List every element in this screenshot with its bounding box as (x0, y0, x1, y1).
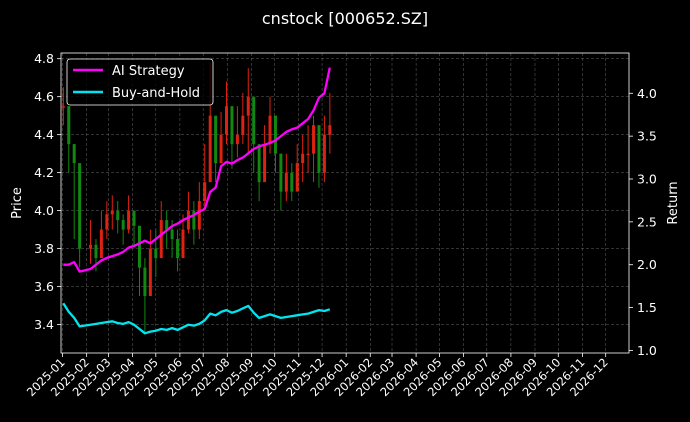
candle-body (322, 134, 326, 173)
candle-body (235, 134, 239, 145)
candle-body (143, 267, 147, 297)
candle-body (67, 106, 71, 145)
candle-body (268, 115, 272, 145)
candle-body (219, 134, 223, 164)
y-right-tick-label: 2.0 (637, 257, 657, 272)
candle-body (301, 153, 305, 164)
candle-body (105, 214, 109, 230)
y-axis-left: 3.4 3.6 3.8 4.0 4.2 4.4 4.6 4.8 (34, 51, 61, 332)
candle-body (203, 182, 207, 202)
legend-label-ai-strategy: AI Strategy (112, 64, 185, 79)
y-axis-right: 1.0 1.5 2.0 2.5 3.0 3.5 4.0 (629, 86, 657, 358)
candle-body (306, 153, 310, 156)
candle-body (197, 201, 201, 230)
candle-body (295, 163, 299, 192)
y-left-tick-label: 4.0 (34, 203, 54, 218)
chart-title: cnstock [000652.SZ] (262, 9, 428, 28)
series-line-ai-strategy (63, 67, 331, 273)
candle-body (94, 244, 98, 259)
candle-body (257, 144, 261, 183)
candle-body (137, 225, 141, 268)
y-axis-left-label: Price (10, 187, 25, 219)
candle-body (225, 106, 229, 135)
candle-body (176, 239, 180, 259)
candle-body (61, 106, 65, 108)
candle-body (312, 125, 316, 154)
candle-body (127, 210, 131, 230)
legend: AI Strategy Buy-and-Hold (66, 58, 214, 106)
y-axis-right-label: Return (666, 181, 681, 224)
candle-body (214, 115, 218, 164)
candle-body (148, 248, 152, 297)
candle-body (165, 220, 169, 230)
candle-body (317, 125, 321, 173)
candle-body (263, 144, 267, 183)
legend-box (66, 58, 214, 106)
y-right-tick-label: 2.5 (637, 214, 657, 229)
candle-body (116, 210, 120, 221)
candle-body (186, 210, 190, 230)
y-left-tick-label: 4.2 (34, 165, 54, 180)
candle-body (99, 229, 103, 259)
legend-label-buy-and-hold: Buy-and-Hold (112, 86, 200, 101)
candle-body (72, 144, 76, 164)
candle-body (284, 172, 288, 192)
candle-body (246, 96, 250, 116)
candle-body (110, 210, 114, 215)
candlesticks (61, 62, 332, 335)
y-right-tick-label: 3.5 (637, 129, 657, 144)
y-left-tick-label: 3.6 (34, 279, 54, 294)
candle-body (230, 106, 234, 145)
candle-body (273, 115, 277, 154)
candle-body (78, 163, 82, 249)
candle-body (192, 210, 196, 230)
y-left-tick-label: 4.4 (34, 127, 54, 142)
candle-body (252, 96, 256, 145)
plot-frame (60, 52, 630, 354)
candle-body (170, 229, 174, 240)
y-right-tick-label: 1.5 (637, 300, 657, 315)
series-line-buy-and-hold (62, 302, 331, 335)
candle-body (279, 153, 283, 192)
y-right-tick-label: 1.0 (637, 343, 657, 358)
candle-body (241, 115, 245, 135)
candle-body (121, 220, 125, 230)
candle-body (159, 220, 163, 259)
candle-body (328, 125, 332, 135)
y-left-tick-label: 4.6 (34, 89, 54, 104)
candle-body (154, 248, 158, 259)
candle-body (290, 172, 294, 192)
y-right-tick-label: 4.0 (637, 86, 657, 101)
y-left-tick-label: 3.8 (34, 241, 54, 256)
series-lines (62, 67, 331, 335)
candle-body (208, 115, 212, 183)
candle-body (89, 244, 93, 249)
candle-body (181, 229, 185, 259)
y-left-tick-label: 4.8 (34, 51, 54, 66)
candle-body (132, 210, 136, 226)
y-left-tick-label: 3.4 (34, 317, 54, 332)
y-right-tick-label: 3.0 (637, 172, 657, 187)
